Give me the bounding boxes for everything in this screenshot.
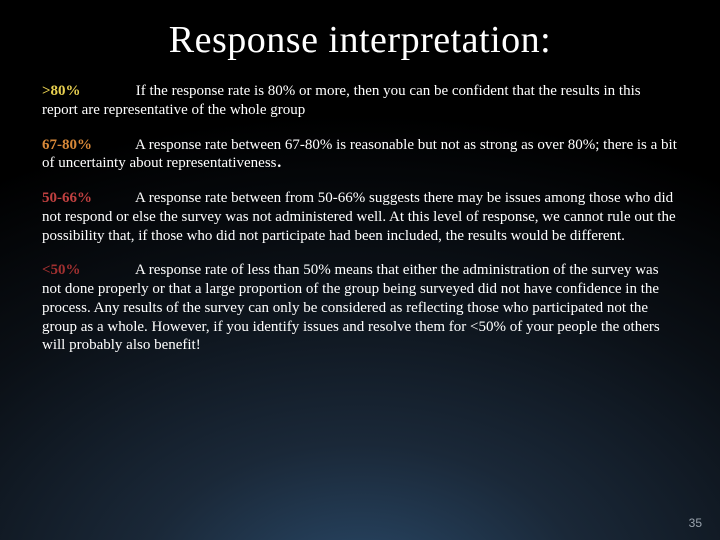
section-text: A response rate between 67-80% is reason…: [42, 137, 677, 172]
page-number: 35: [689, 516, 702, 530]
threshold-label-80: >80%: [42, 82, 132, 101]
section-under50: <50% A response rate of less than 50% me…: [42, 261, 678, 355]
threshold-label-50: 50-66%: [42, 189, 132, 208]
slide-container: Response interpretation: >80% If the res…: [0, 0, 720, 540]
section-text: A response rate between from 50-66% sugg…: [42, 190, 676, 244]
section-text: A response rate of less than 50% means t…: [42, 262, 660, 353]
threshold-label-67: 67-80%: [42, 136, 132, 155]
section-67-80: 67-80% A response rate between 67-80% is…: [42, 136, 678, 174]
threshold-label-under50: <50%: [42, 261, 132, 280]
section-text: If the response rate is 80% or more, the…: [42, 83, 641, 118]
slide-title: Response interpretation:: [42, 18, 678, 62]
period-emphasis: .: [277, 147, 283, 172]
section-80plus: >80% If the response rate is 80% or more…: [42, 82, 678, 120]
section-50-66: 50-66% A response rate between from 50-6…: [42, 189, 678, 245]
